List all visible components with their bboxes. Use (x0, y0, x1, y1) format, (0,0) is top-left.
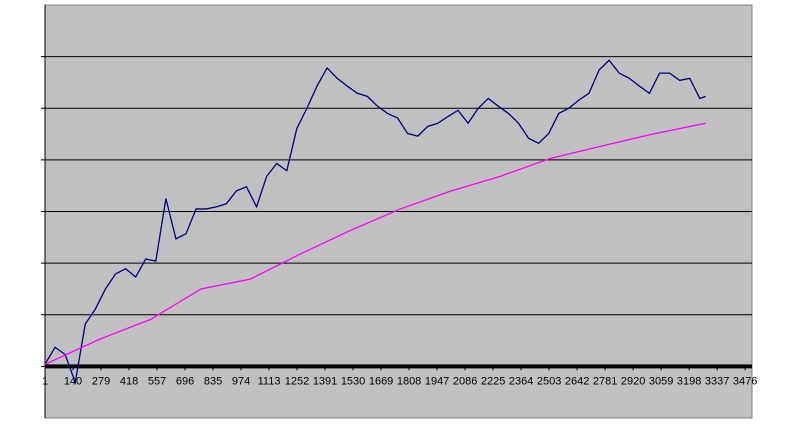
x-tick-label: 1 (42, 375, 48, 387)
x-tick-label: 1669 (369, 375, 393, 387)
x-tick-label: 1252 (285, 375, 309, 387)
x-tick-label: 2364 (509, 375, 533, 387)
x-tick-label: 3059 (649, 375, 673, 387)
x-tick-label: 974 (232, 375, 250, 387)
x-tick-label: 2086 (453, 375, 477, 387)
series-line (44, 59, 706, 385)
x-tick-label: 1391 (313, 375, 337, 387)
x-tick-label: 2920 (621, 375, 645, 387)
x-tick-label: 2225 (481, 375, 505, 387)
x-tick-label: 140 (64, 375, 82, 387)
x-tick-label: 2503 (537, 375, 561, 387)
x-tick-label: 1808 (397, 375, 421, 387)
series-line (44, 122, 706, 365)
x-tick-label: 2781 (593, 375, 617, 387)
x-tick-label: 835 (204, 375, 222, 387)
x-tick-label: 696 (176, 375, 194, 387)
x-tick-label: 2642 (565, 375, 589, 387)
x-tick-label: 279 (92, 375, 110, 387)
x-tick-label: 3198 (677, 375, 701, 387)
x-tick-label: 1113 (258, 375, 281, 387)
x-tick-label: 418 (120, 375, 138, 387)
x-tick-label: 1947 (425, 375, 449, 387)
x-tick-label: 3476 (733, 375, 757, 387)
x-tick-label: 557 (148, 375, 166, 387)
x-tick-label: 1530 (341, 375, 365, 387)
x-tick-label: 3337 (705, 375, 729, 387)
